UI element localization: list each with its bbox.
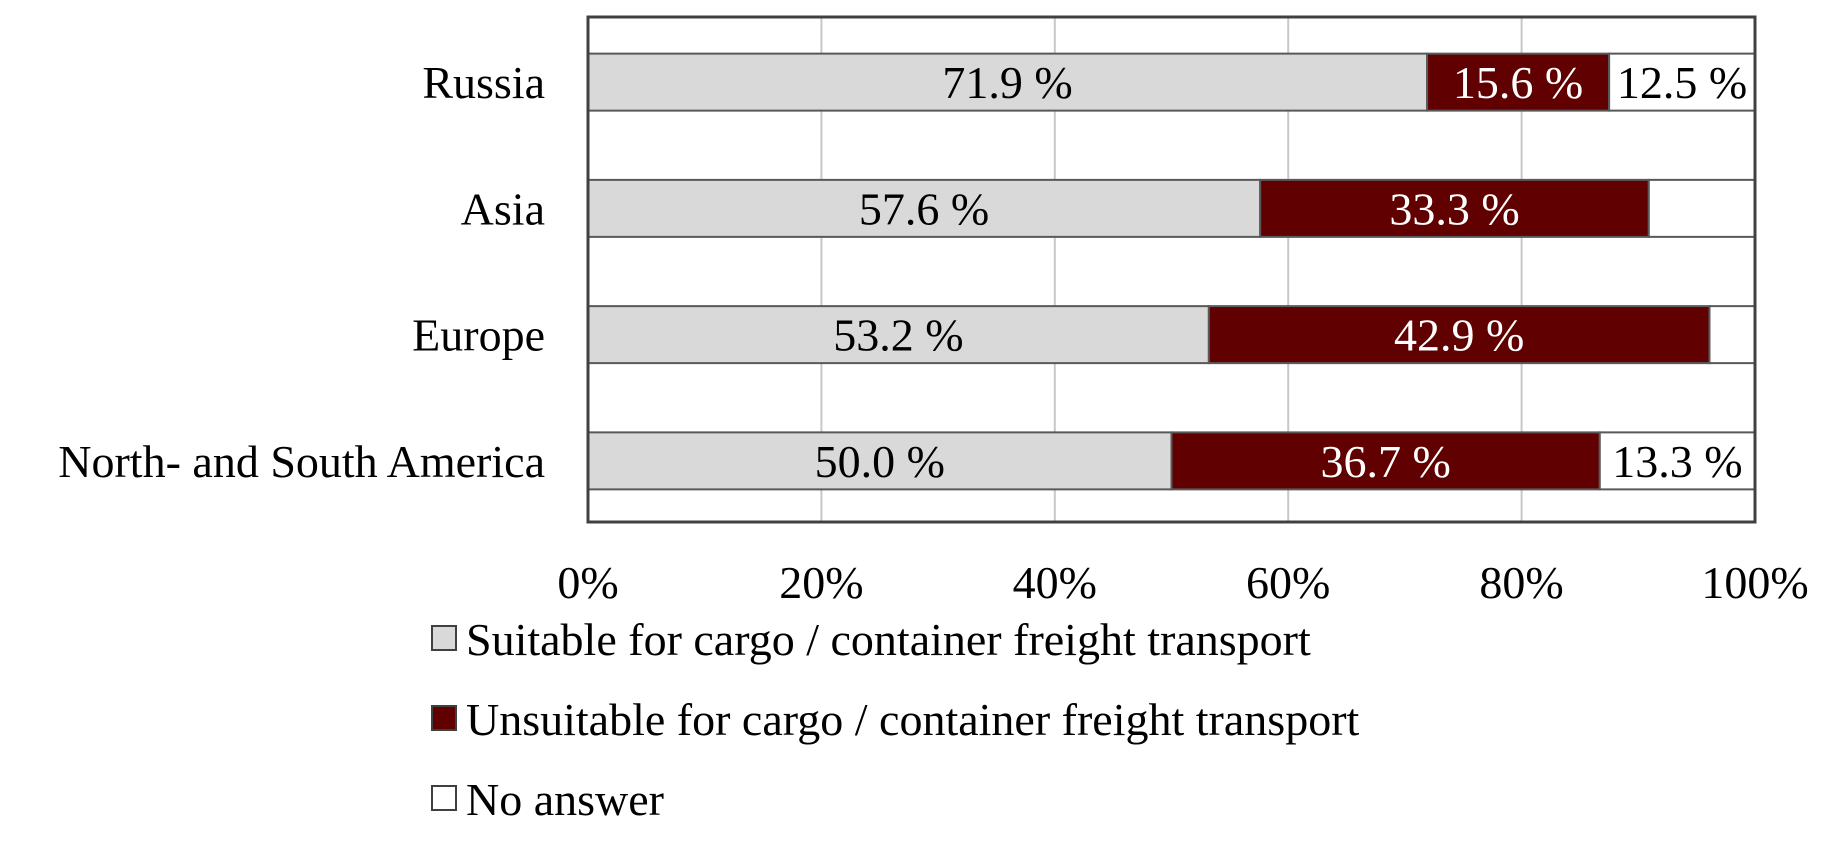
legend-label: Unsuitable for cargo / container freight…	[466, 694, 1360, 745]
category-label: Asia	[461, 183, 545, 234]
legend-swatch	[431, 705, 457, 731]
bar-segment	[1598, 431, 1756, 491]
x-tick-label: 40%	[1013, 557, 1097, 608]
x-tick-label: 100%	[1701, 557, 1808, 608]
bar-segment	[1708, 305, 1757, 365]
bar-label: 71.9 %	[942, 57, 1072, 108]
bar-segment	[587, 52, 1429, 112]
bar-label: 50.0 %	[815, 436, 945, 487]
bar-label: 12.5 %	[1617, 57, 1747, 108]
x-tick-label: 60%	[1246, 557, 1330, 608]
bar-label: 36.7 %	[1320, 436, 1450, 487]
bar-label: 57.6 %	[859, 183, 989, 234]
category-label: Russia	[422, 57, 545, 108]
x-tick-label: 20%	[779, 557, 863, 608]
category-label: North- and South America	[58, 436, 545, 487]
bar-label: 42.9 %	[1394, 310, 1524, 361]
category-label: Europe	[412, 310, 545, 361]
bar-label: 53.2 %	[833, 310, 963, 361]
bar-label: 33.3 %	[1389, 183, 1519, 234]
bar-segment	[1608, 52, 1756, 112]
legend-swatch	[431, 785, 457, 811]
legend-swatch	[431, 625, 457, 651]
bar-segment	[1426, 52, 1611, 112]
bar-label: 13.3 %	[1612, 436, 1742, 487]
legend-label: Suitable for cargo / container freight t…	[466, 614, 1311, 665]
bar-segment	[1170, 431, 1601, 491]
bar-label: 15.6 %	[1453, 57, 1583, 108]
x-tick-label: 80%	[1479, 557, 1563, 608]
legend-label: No answer	[466, 774, 664, 825]
x-tick-label: 0%	[557, 557, 618, 608]
plot-frame	[586, 15, 1757, 524]
bar-segment	[1647, 178, 1756, 238]
